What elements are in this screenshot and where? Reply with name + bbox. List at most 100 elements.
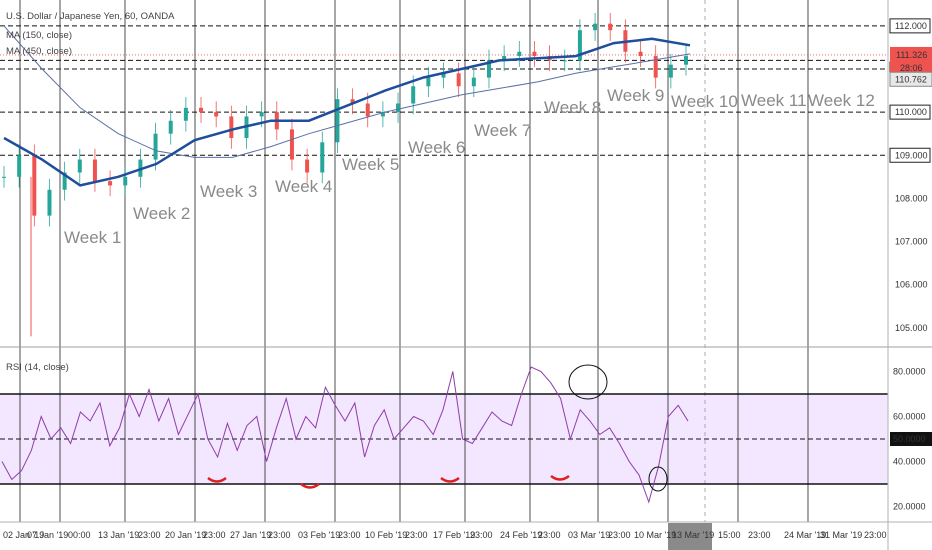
candle-body <box>17 155 22 177</box>
candle-body <box>153 133 158 160</box>
candle-body <box>502 56 507 61</box>
candle-body <box>229 116 234 138</box>
candle-body <box>77 159 82 173</box>
week-label: Week 1 <box>64 228 121 247</box>
candle-body <box>320 142 325 173</box>
candle-body <box>638 51 643 57</box>
time-tick-label: 10 Mar '19 <box>634 530 676 540</box>
candle-body <box>183 107 188 121</box>
price-tick-label: 105.000 <box>895 323 928 333</box>
time-tick-label: 24 Mar '19 <box>784 530 826 540</box>
time-tick-label: 20 Jan '19 <box>165 530 206 540</box>
candle-body <box>380 112 385 117</box>
candle-body <box>684 56 688 65</box>
rsi-tick-box <box>890 432 932 446</box>
time-tick-label: 23:00 <box>748 530 771 540</box>
oversold-marker <box>207 476 227 483</box>
candle-body <box>350 99 355 104</box>
candle-body <box>365 103 370 117</box>
price-tick-box <box>889 147 931 163</box>
oversold-marker <box>440 476 460 483</box>
candle-body <box>456 73 461 87</box>
candle-body <box>214 112 219 117</box>
candle-body <box>47 189 52 216</box>
candle-body <box>532 51 537 57</box>
symbol-title: U.S. Dollar / Japanese Yen, 60, OANDA <box>6 11 175 22</box>
candle-body <box>562 60 567 62</box>
candle-body <box>168 120 173 134</box>
time-tick-label: 23:00 <box>268 530 291 540</box>
time-tick-label: 23:00 <box>538 530 561 540</box>
week-label: Week 4 <box>275 177 332 196</box>
time-tick-label: 23:00 <box>203 530 226 540</box>
price-tick-label: 106.000 <box>895 280 928 290</box>
candle-body <box>411 86 416 104</box>
time-tick-label: 15:00 <box>718 530 741 540</box>
cursor-time-box <box>668 523 712 550</box>
candle-body <box>32 155 37 216</box>
candle-body <box>305 159 310 173</box>
time-tick-label: 03 Mar '19 <box>568 530 610 540</box>
candle-body <box>608 23 613 31</box>
overbought-circle <box>568 364 608 400</box>
level-tag <box>889 71 932 87</box>
last-price-label: 111.326 <box>896 50 927 60</box>
time-tick-label: 23:00 <box>138 530 161 540</box>
week-label: Week 3 <box>200 182 257 201</box>
rsi-tick-label: 20.0000 <box>893 502 926 512</box>
price-candles <box>2 12 688 337</box>
candle-body <box>259 112 264 117</box>
time-tick-label: 23:00 <box>338 530 361 540</box>
price-tick-label: 112.000 <box>895 21 927 31</box>
time-tick-label: 00:00 <box>68 530 91 540</box>
rsi-legend[interactable]: RSI (14, close) <box>6 362 69 373</box>
time-tick-label: 02 Jan '19 <box>3 530 44 540</box>
candle-body <box>593 23 598 31</box>
time-tick-label: 13 Jan '19 <box>98 530 139 540</box>
time-tick-label: 27 Jan '19 <box>230 530 271 540</box>
price-tick-label: 110.000 <box>895 107 927 117</box>
candle-body <box>517 51 522 57</box>
last-price-tag <box>890 46 932 75</box>
rsi-levels <box>0 393 888 485</box>
candle-body <box>335 99 340 143</box>
countdown-label: 28:06 <box>900 63 923 73</box>
rsi-tick-label: 80.0000 <box>893 367 926 377</box>
rsi-axis[interactable]: 80.0000 60.0000 50.0000 40.0000 20.0000 <box>890 367 932 512</box>
rsi-tick-label: 50.0000 <box>893 434 926 444</box>
price-tick-box <box>889 18 931 34</box>
candle-body <box>108 181 113 186</box>
time-tick-label: 03 Feb '19 <box>298 530 340 540</box>
oversold-marker <box>550 474 570 481</box>
time-tick-label: 17 Feb '19 <box>433 530 475 540</box>
week-label: Week 6 <box>408 138 465 157</box>
week-label: Week 12 <box>808 91 875 110</box>
price-tick-label: 109.000 <box>895 150 928 160</box>
time-tick-label: 23:00 <box>608 530 631 540</box>
week-label: Week 8 <box>544 98 601 117</box>
price-tick-label: 107.000 <box>895 237 928 247</box>
week-label: Week 9 <box>607 86 664 105</box>
ma450-legend[interactable]: MA (450, close) <box>6 46 72 57</box>
time-tick-label: 10 Feb '19 <box>365 530 407 540</box>
price-tick-box <box>889 104 931 120</box>
candle-body <box>577 30 582 61</box>
week-labels: Week 1 Week 2 Week 3 Week 4 Week 5 Week 6 Week… <box>64 86 875 247</box>
week-label: Week 11 <box>741 91 807 110</box>
candle-body <box>668 64 673 78</box>
candle-body <box>396 103 401 113</box>
rsi-tick-label: 60.0000 <box>893 412 926 422</box>
time-tick-label: 24 Feb '19 <box>500 530 542 540</box>
time-tick-label: 23:00 <box>405 530 428 540</box>
candle-body <box>486 60 491 78</box>
candle-body <box>199 107 204 113</box>
week-label: Week 5 <box>342 155 399 174</box>
ma150-line <box>3 37 691 187</box>
ma150-legend[interactable]: MA (150, close) <box>6 30 72 41</box>
candle-body <box>471 77 476 87</box>
candle-body <box>289 129 294 160</box>
